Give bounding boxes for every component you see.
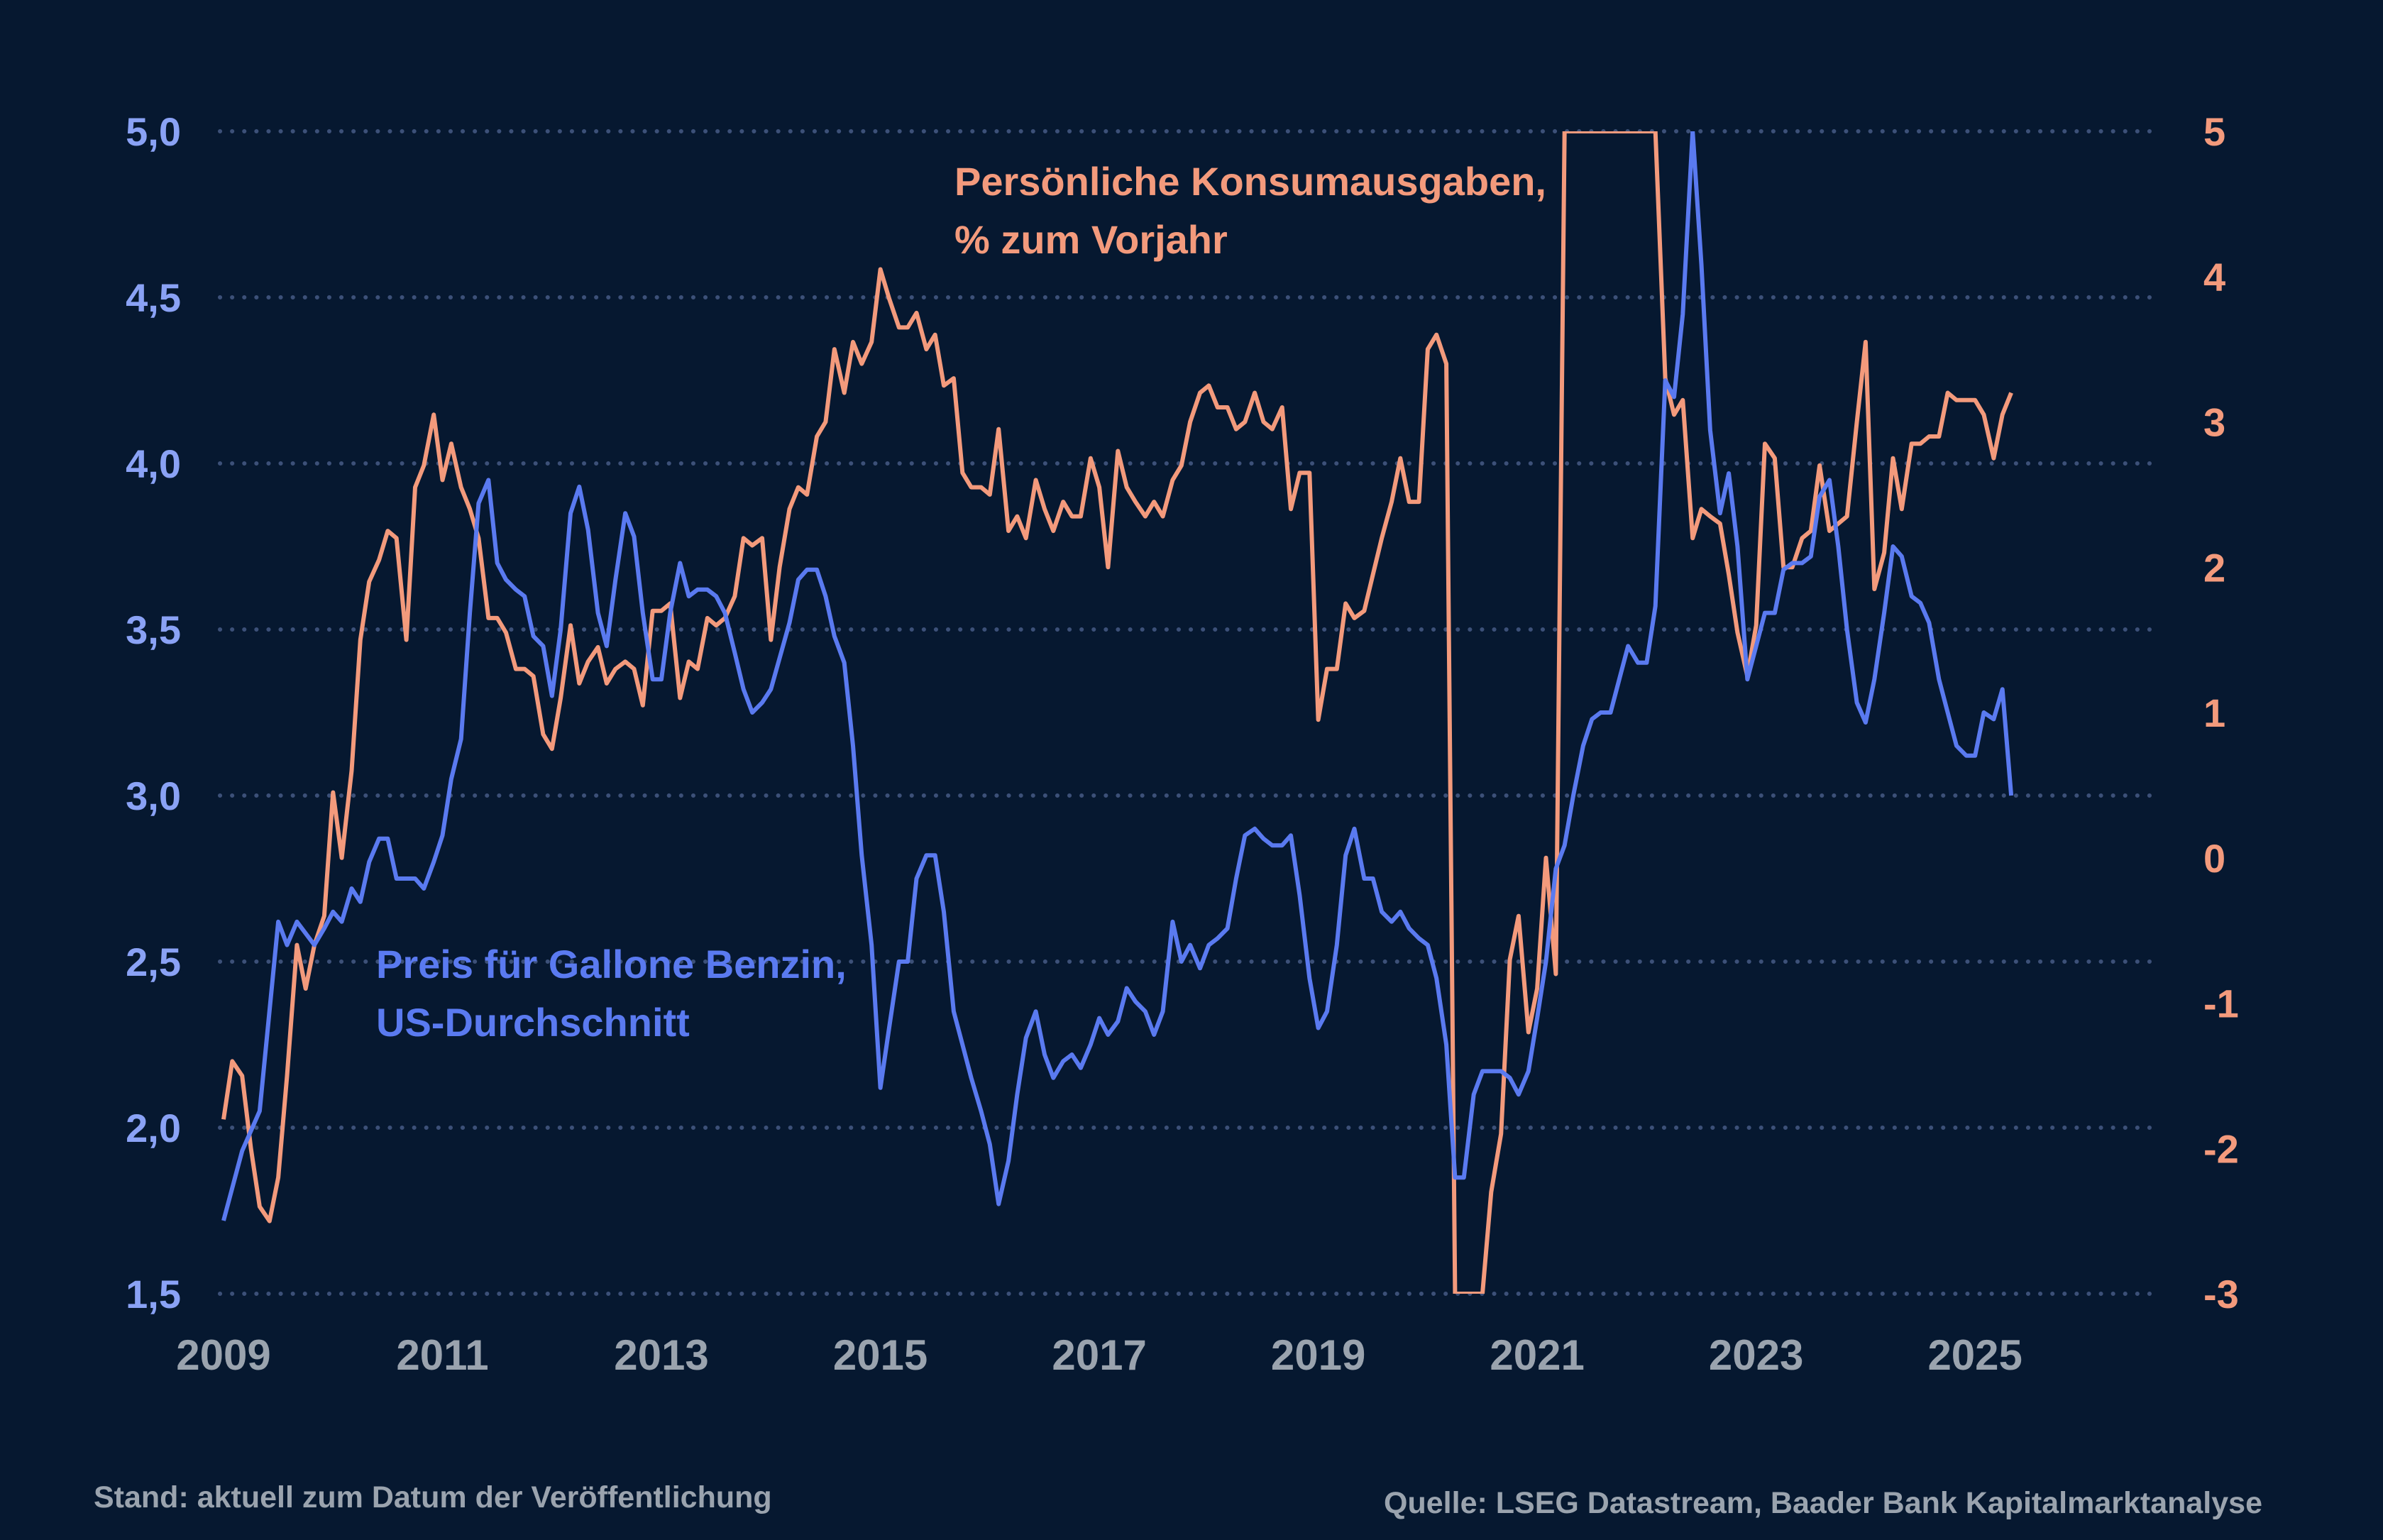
x-tick-label: 2015	[833, 1331, 928, 1379]
gasoline-series-label: Preis für Gallone Benzin,	[376, 942, 847, 986]
left-tick-label: 2,5	[126, 940, 181, 984]
x-axis: 2009 2011 2013 2015 2017 2019 2021 2023 2025	[176, 1331, 2022, 1379]
left-axis: 1,5 2,0 2,5 3,0 3,5 4,0 4,5 5,0	[126, 109, 181, 1316]
consumption-growth-line	[221, 131, 2013, 1294]
right-tick-label: -2	[2203, 1126, 2239, 1171]
series-labels: Preis für Gallone Benzin, US-Durchschnitt…	[376, 159, 1546, 1045]
x-tick-label: 2021	[1490, 1331, 1584, 1379]
x-tick-label: 2013	[614, 1331, 708, 1379]
consumption-series-label: % zum Vorjahr	[954, 217, 1228, 262]
right-tick-label: 0	[2203, 836, 2225, 881]
left-tick-label: 3,0	[126, 774, 181, 818]
right-tick-label: 2	[2203, 545, 2225, 590]
left-tick-label: 1,5	[126, 1272, 181, 1316]
left-tick-label: 4,0	[126, 441, 181, 486]
gasoline-series-label: US-Durchschnitt	[376, 1000, 690, 1045]
left-tick-label: 5,0	[126, 109, 181, 154]
x-tick-label: 2017	[1052, 1331, 1146, 1379]
plot-area	[221, 131, 2014, 1294]
x-tick-label: 2019	[1271, 1331, 1365, 1379]
left-tick-label: 4,5	[126, 275, 181, 320]
x-tick-label: 2023	[1709, 1331, 1803, 1379]
x-tick-label: 2011	[396, 1331, 488, 1379]
right-tick-label: 5	[2203, 109, 2225, 154]
right-tick-label: 4	[2203, 255, 2225, 299]
x-tick-label: 2025	[1927, 1331, 2022, 1379]
footer-stand: Stand: aktuell zum Datum der Veröffentli…	[94, 1480, 772, 1514]
right-tick-label: -3	[2203, 1272, 2239, 1316]
footer-source: Quelle: LSEG Datastream, Baader Bank Kap…	[1384, 1486, 2262, 1520]
gasoline-price-line	[221, 131, 2014, 1221]
right-tick-label: -1	[2203, 981, 2239, 1026]
right-axis: -3 -2 -1 0 1 2 3 4 5	[2203, 109, 2239, 1316]
consumption-series-label: Persönliche Konsumausgaben,	[954, 159, 1546, 204]
right-tick-label: 3	[2203, 400, 2225, 445]
left-tick-label: 3,5	[126, 607, 181, 652]
x-tick-label: 2009	[176, 1331, 270, 1379]
right-tick-label: 1	[2203, 691, 2225, 735]
left-tick-label: 2,0	[126, 1106, 181, 1150]
